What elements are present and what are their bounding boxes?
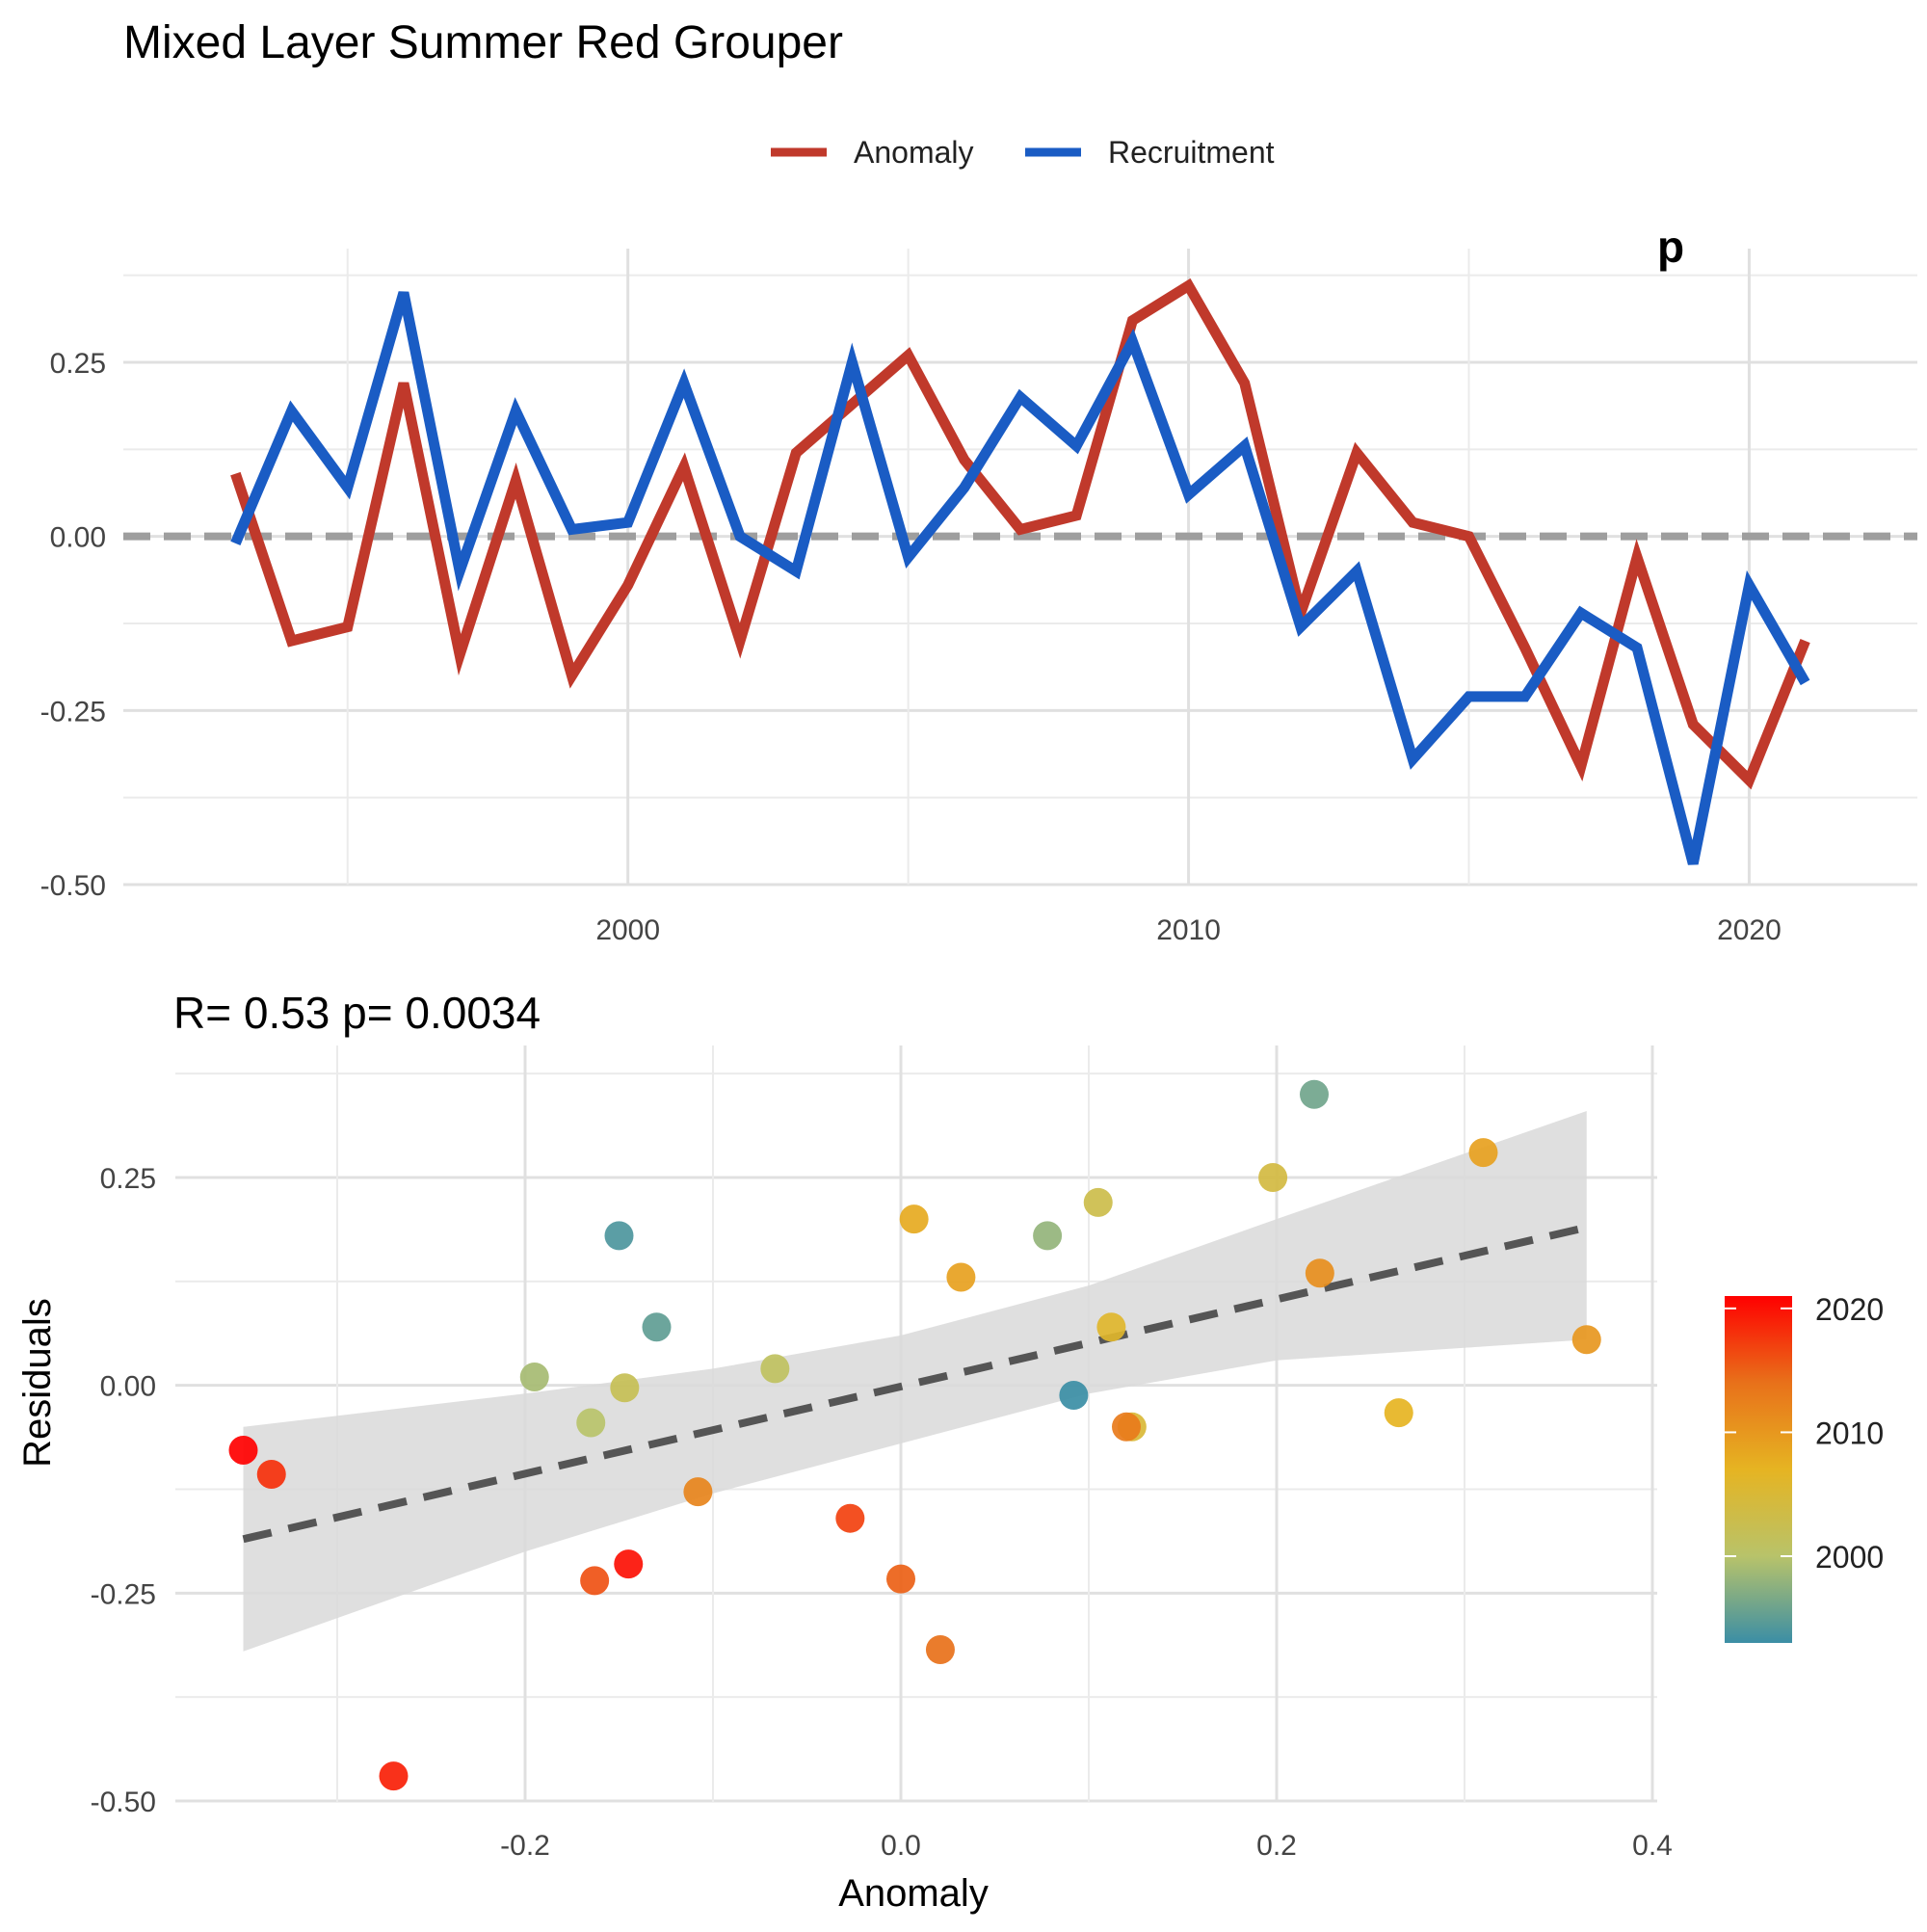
- timeseries-panel: 0.25 0.00 -0.25 -0.50 2000 2010 2020 p: [40, 222, 1917, 946]
- scatter-point: [1083, 1187, 1113, 1217]
- colorbar-ticks: 2020 2010 2000: [1725, 1292, 1884, 1575]
- x-axis-label: Anomaly: [838, 1872, 989, 1915]
- legend-label-recruitment: Recruitment: [1108, 135, 1275, 170]
- y-tick-label: 0.00: [100, 1371, 156, 1403]
- scatter-point: [256, 1459, 286, 1489]
- scatter-point: [604, 1221, 634, 1251]
- scatter-point: [760, 1354, 790, 1384]
- y-tick-label: -0.50: [91, 1786, 156, 1818]
- scatter-point: [379, 1761, 409, 1791]
- scatter-point: [886, 1564, 915, 1594]
- scatter-point: [1033, 1221, 1063, 1251]
- timeseries-y-ticks: 0.25 0.00 -0.25 -0.50: [40, 348, 106, 902]
- y-tick-label: -0.50: [40, 870, 106, 902]
- y-tick-label: -0.25: [40, 696, 106, 728]
- x-tick-label: 2000: [595, 914, 660, 946]
- scatter-point: [1468, 1138, 1498, 1168]
- scatter-point: [899, 1204, 929, 1234]
- y-tick-label: 0.25: [50, 348, 106, 380]
- scatter-point: [925, 1634, 955, 1664]
- colorbar-tick-label: 2010: [1815, 1416, 1884, 1450]
- scatter-stats: R= 0.53 p= 0.0034: [173, 988, 541, 1038]
- x-tick-label: 2010: [1156, 914, 1221, 946]
- scatter-point: [610, 1373, 640, 1403]
- top-corner-fragment: p: [1657, 222, 1684, 272]
- scatter-point: [1305, 1258, 1334, 1288]
- x-tick-label: 0.4: [1632, 1830, 1673, 1862]
- series-line-recruitment: [230, 291, 1810, 865]
- scatter-points: [228, 1079, 1601, 1791]
- y-axis-label: Residuals: [16, 1298, 59, 1468]
- scatter-point: [642, 1312, 672, 1342]
- scatter-point: [1096, 1312, 1126, 1342]
- scatter-point: [1059, 1381, 1089, 1411]
- legend: Anomaly Recruitment: [771, 135, 1275, 170]
- colorbar-gradient: [1725, 1296, 1792, 1643]
- confidence-band: [243, 1110, 1587, 1652]
- timeseries-lines: [230, 278, 1810, 865]
- scatter-point: [1571, 1325, 1601, 1355]
- scatter-point: [835, 1503, 865, 1533]
- y-tick-label: 0.00: [50, 522, 106, 554]
- timeseries-x-ticks: 2000 2010 2020: [595, 914, 1782, 946]
- scatter-point: [1258, 1163, 1288, 1192]
- scatter-point: [614, 1549, 644, 1579]
- scatter-point: [1384, 1398, 1413, 1428]
- scatter-panel: 0.25 0.00 -0.25 -0.50 -0.2 0.0 0.2 0.4 Anomaly…: [16, 1045, 1673, 1915]
- x-tick-label: 0.0: [881, 1830, 921, 1862]
- scatter-x-ticks: -0.2 0.0 0.2 0.4: [500, 1830, 1673, 1862]
- scatter-point: [580, 1566, 610, 1596]
- legend-label-anomaly: Anomaly: [854, 135, 974, 170]
- colorbar: 2020 2010 2000: [1725, 1292, 1884, 1643]
- scatter-point: [1300, 1079, 1329, 1109]
- scatter-point: [946, 1262, 976, 1292]
- scatter-point: [576, 1408, 606, 1438]
- y-tick-label: 0.25: [100, 1163, 156, 1195]
- scatter-point: [228, 1435, 258, 1465]
- x-tick-label: -0.2: [500, 1830, 550, 1862]
- series-line-anomaly: [230, 278, 1810, 790]
- colorbar-tick-label: 2020: [1815, 1292, 1884, 1327]
- y-tick-label: -0.25: [91, 1578, 156, 1610]
- x-tick-label: 0.2: [1256, 1830, 1297, 1862]
- chart-title: Mixed Layer Summer Red Grouper: [123, 17, 843, 68]
- x-tick-label: 2020: [1717, 914, 1782, 946]
- scatter-point: [1112, 1412, 1141, 1442]
- scatter-y-ticks: 0.25 0.00 -0.25 -0.50: [91, 1163, 156, 1818]
- colorbar-tick-label: 2000: [1815, 1540, 1884, 1575]
- scatter-point: [519, 1363, 549, 1392]
- scatter-point: [683, 1477, 713, 1507]
